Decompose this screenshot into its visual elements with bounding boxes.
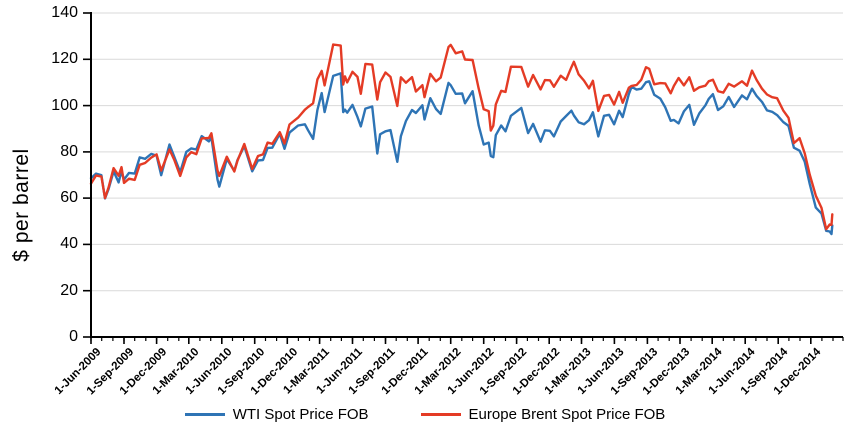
y-tick-label: 40 — [60, 235, 78, 253]
y-tick-label: 80 — [60, 142, 78, 160]
legend-label-brent: Europe Brent Spot Price FOB — [468, 406, 666, 423]
y-tick-label: 140 — [51, 4, 78, 21]
brent-line-swatch — [420, 413, 461, 416]
y-tick-label: 100 — [51, 96, 78, 114]
legend-item-wti: WTI Spot Price FOB — [184, 406, 369, 423]
y-tick-label: 60 — [60, 189, 78, 207]
legend-label-wti: WTI Spot Price FOB — [232, 406, 369, 423]
y-tick-label: 0 — [69, 328, 78, 345]
legend-item-brent: Europe Brent Spot Price FOB — [420, 406, 666, 423]
y-axis-title: $ per barrel — [10, 148, 33, 262]
wti-line-swatch — [184, 413, 225, 416]
y-tick-label: 20 — [60, 281, 78, 299]
y-tick-label: 120 — [51, 50, 78, 68]
chart-legend: WTI Spot Price FOB Europe Brent Spot Pri… — [0, 406, 850, 423]
